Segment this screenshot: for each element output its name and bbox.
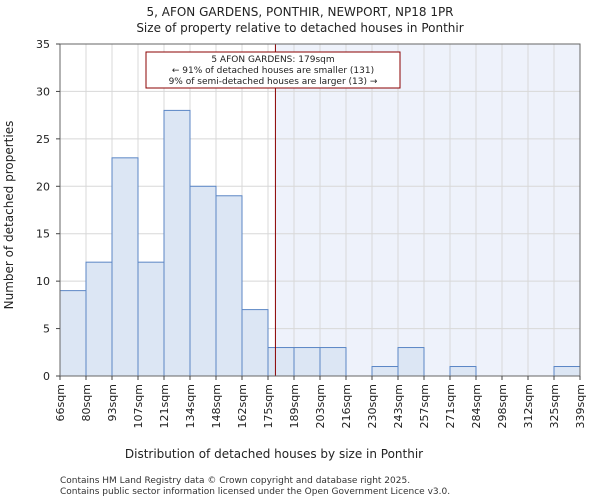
y-tick-label: 15 xyxy=(36,228,50,241)
histogram-bar xyxy=(241,309,269,377)
x-tick-label: 162sqm xyxy=(236,384,249,428)
x-tick-label: 107sqm xyxy=(132,384,145,428)
x-tick-label: 230sqm xyxy=(366,384,379,428)
y-tick-label: 20 xyxy=(36,180,50,193)
x-tick-label: 134sqm xyxy=(184,384,197,428)
x-tick-label: 312sqm xyxy=(522,384,535,428)
histogram-bar xyxy=(215,195,243,377)
x-axis-label: Distribution of detached houses by size … xyxy=(125,447,423,461)
x-tick-label: 66sqm xyxy=(54,384,67,421)
x-tick-label: 325sqm xyxy=(548,384,561,428)
histogram-bar xyxy=(59,290,87,377)
x-tick-label: 271sqm xyxy=(444,384,457,428)
y-tick-label: 0 xyxy=(43,370,50,383)
y-tick-label: 5 xyxy=(43,323,50,336)
annotation-line2: ← 91% of detached houses are smaller (13… xyxy=(172,66,374,76)
y-tick-label: 35 xyxy=(36,38,50,51)
x-tick-label: 216sqm xyxy=(340,384,353,428)
larger-region-shade xyxy=(275,44,580,376)
footer-line2: Contains public sector information licen… xyxy=(60,487,450,497)
histogram-bar xyxy=(371,366,399,377)
histogram-bar xyxy=(553,366,581,377)
y-axis-label: Number of detached properties xyxy=(2,121,16,310)
x-tick-label: 121sqm xyxy=(158,384,171,428)
histogram-bar xyxy=(111,157,139,377)
x-tick-label: 284sqm xyxy=(470,384,483,428)
x-tick-label: 80sqm xyxy=(80,384,93,421)
annotation-line1: 5 AFON GARDENS: 179sqm xyxy=(211,55,334,65)
x-tick-label: 189sqm xyxy=(288,384,301,428)
x-tick-label: 203sqm xyxy=(314,384,327,428)
histogram-bar xyxy=(85,261,113,377)
histogram-bar xyxy=(397,347,425,377)
histogram-bar xyxy=(137,261,165,377)
histogram-bar xyxy=(267,347,295,377)
histogram-bar xyxy=(319,347,347,377)
y-tick-label: 25 xyxy=(36,133,50,146)
annotation-line3: 9% of semi-detached houses are larger (1… xyxy=(169,77,378,87)
y-tick-label: 10 xyxy=(36,275,50,288)
footer-line1: Contains HM Land Registry data © Crown c… xyxy=(60,476,410,486)
x-tick-label: 257sqm xyxy=(418,384,431,428)
histogram-bar xyxy=(293,347,321,377)
x-tick-label: 243sqm xyxy=(392,384,405,428)
x-tick-label: 339sqm xyxy=(574,384,587,428)
y-tick-label: 30 xyxy=(36,85,50,98)
chart-title-line2: Size of property relative to detached ho… xyxy=(136,21,463,35)
annotation-box: 5 AFON GARDENS: 179sqm ← 91% of detached… xyxy=(145,51,401,89)
x-tick-label: 298sqm xyxy=(496,384,509,428)
x-tick-label: 148sqm xyxy=(210,384,223,428)
x-tick-label: 175sqm xyxy=(262,384,275,428)
x-tick-label: 93sqm xyxy=(106,384,119,421)
annotation-frame xyxy=(145,51,401,89)
histogram-bar xyxy=(189,185,217,377)
chart-title-line1: 5, AFON GARDENS, PONTHIR, NEWPORT, NP18 … xyxy=(146,5,453,19)
histogram-bar xyxy=(163,109,191,377)
histogram-bar xyxy=(449,366,477,377)
